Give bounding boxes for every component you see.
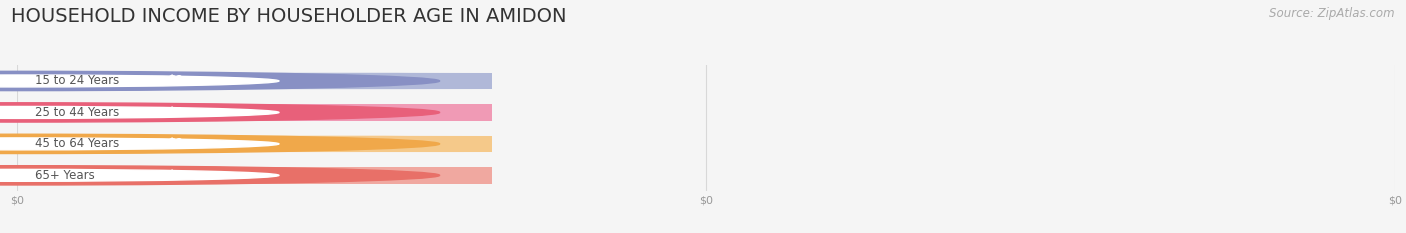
FancyBboxPatch shape: [0, 104, 492, 121]
FancyBboxPatch shape: [0, 167, 492, 184]
Text: 65+ Years: 65+ Years: [35, 169, 94, 182]
Circle shape: [0, 75, 278, 87]
FancyBboxPatch shape: [134, 104, 492, 121]
FancyBboxPatch shape: [0, 136, 375, 152]
Circle shape: [0, 134, 440, 154]
Circle shape: [0, 103, 440, 122]
Text: Source: ZipAtlas.com: Source: ZipAtlas.com: [1270, 7, 1395, 20]
Circle shape: [0, 166, 440, 185]
FancyBboxPatch shape: [134, 73, 492, 89]
Circle shape: [0, 138, 278, 150]
Text: $0: $0: [167, 169, 183, 182]
Text: $0: $0: [167, 137, 183, 150]
FancyBboxPatch shape: [134, 136, 492, 152]
Circle shape: [0, 169, 278, 181]
Circle shape: [0, 71, 440, 91]
Text: 45 to 64 Years: 45 to 64 Years: [35, 137, 120, 150]
FancyBboxPatch shape: [0, 104, 375, 121]
FancyBboxPatch shape: [0, 167, 375, 184]
FancyBboxPatch shape: [0, 136, 492, 152]
Text: 15 to 24 Years: 15 to 24 Years: [35, 75, 120, 87]
Text: $0: $0: [167, 106, 183, 119]
Text: $0: $0: [167, 75, 183, 87]
Text: HOUSEHOLD INCOME BY HOUSEHOLDER AGE IN AMIDON: HOUSEHOLD INCOME BY HOUSEHOLDER AGE IN A…: [11, 7, 567, 26]
FancyBboxPatch shape: [134, 167, 492, 184]
FancyBboxPatch shape: [0, 73, 375, 89]
Circle shape: [0, 106, 278, 118]
Text: 25 to 44 Years: 25 to 44 Years: [35, 106, 120, 119]
FancyBboxPatch shape: [0, 73, 492, 89]
